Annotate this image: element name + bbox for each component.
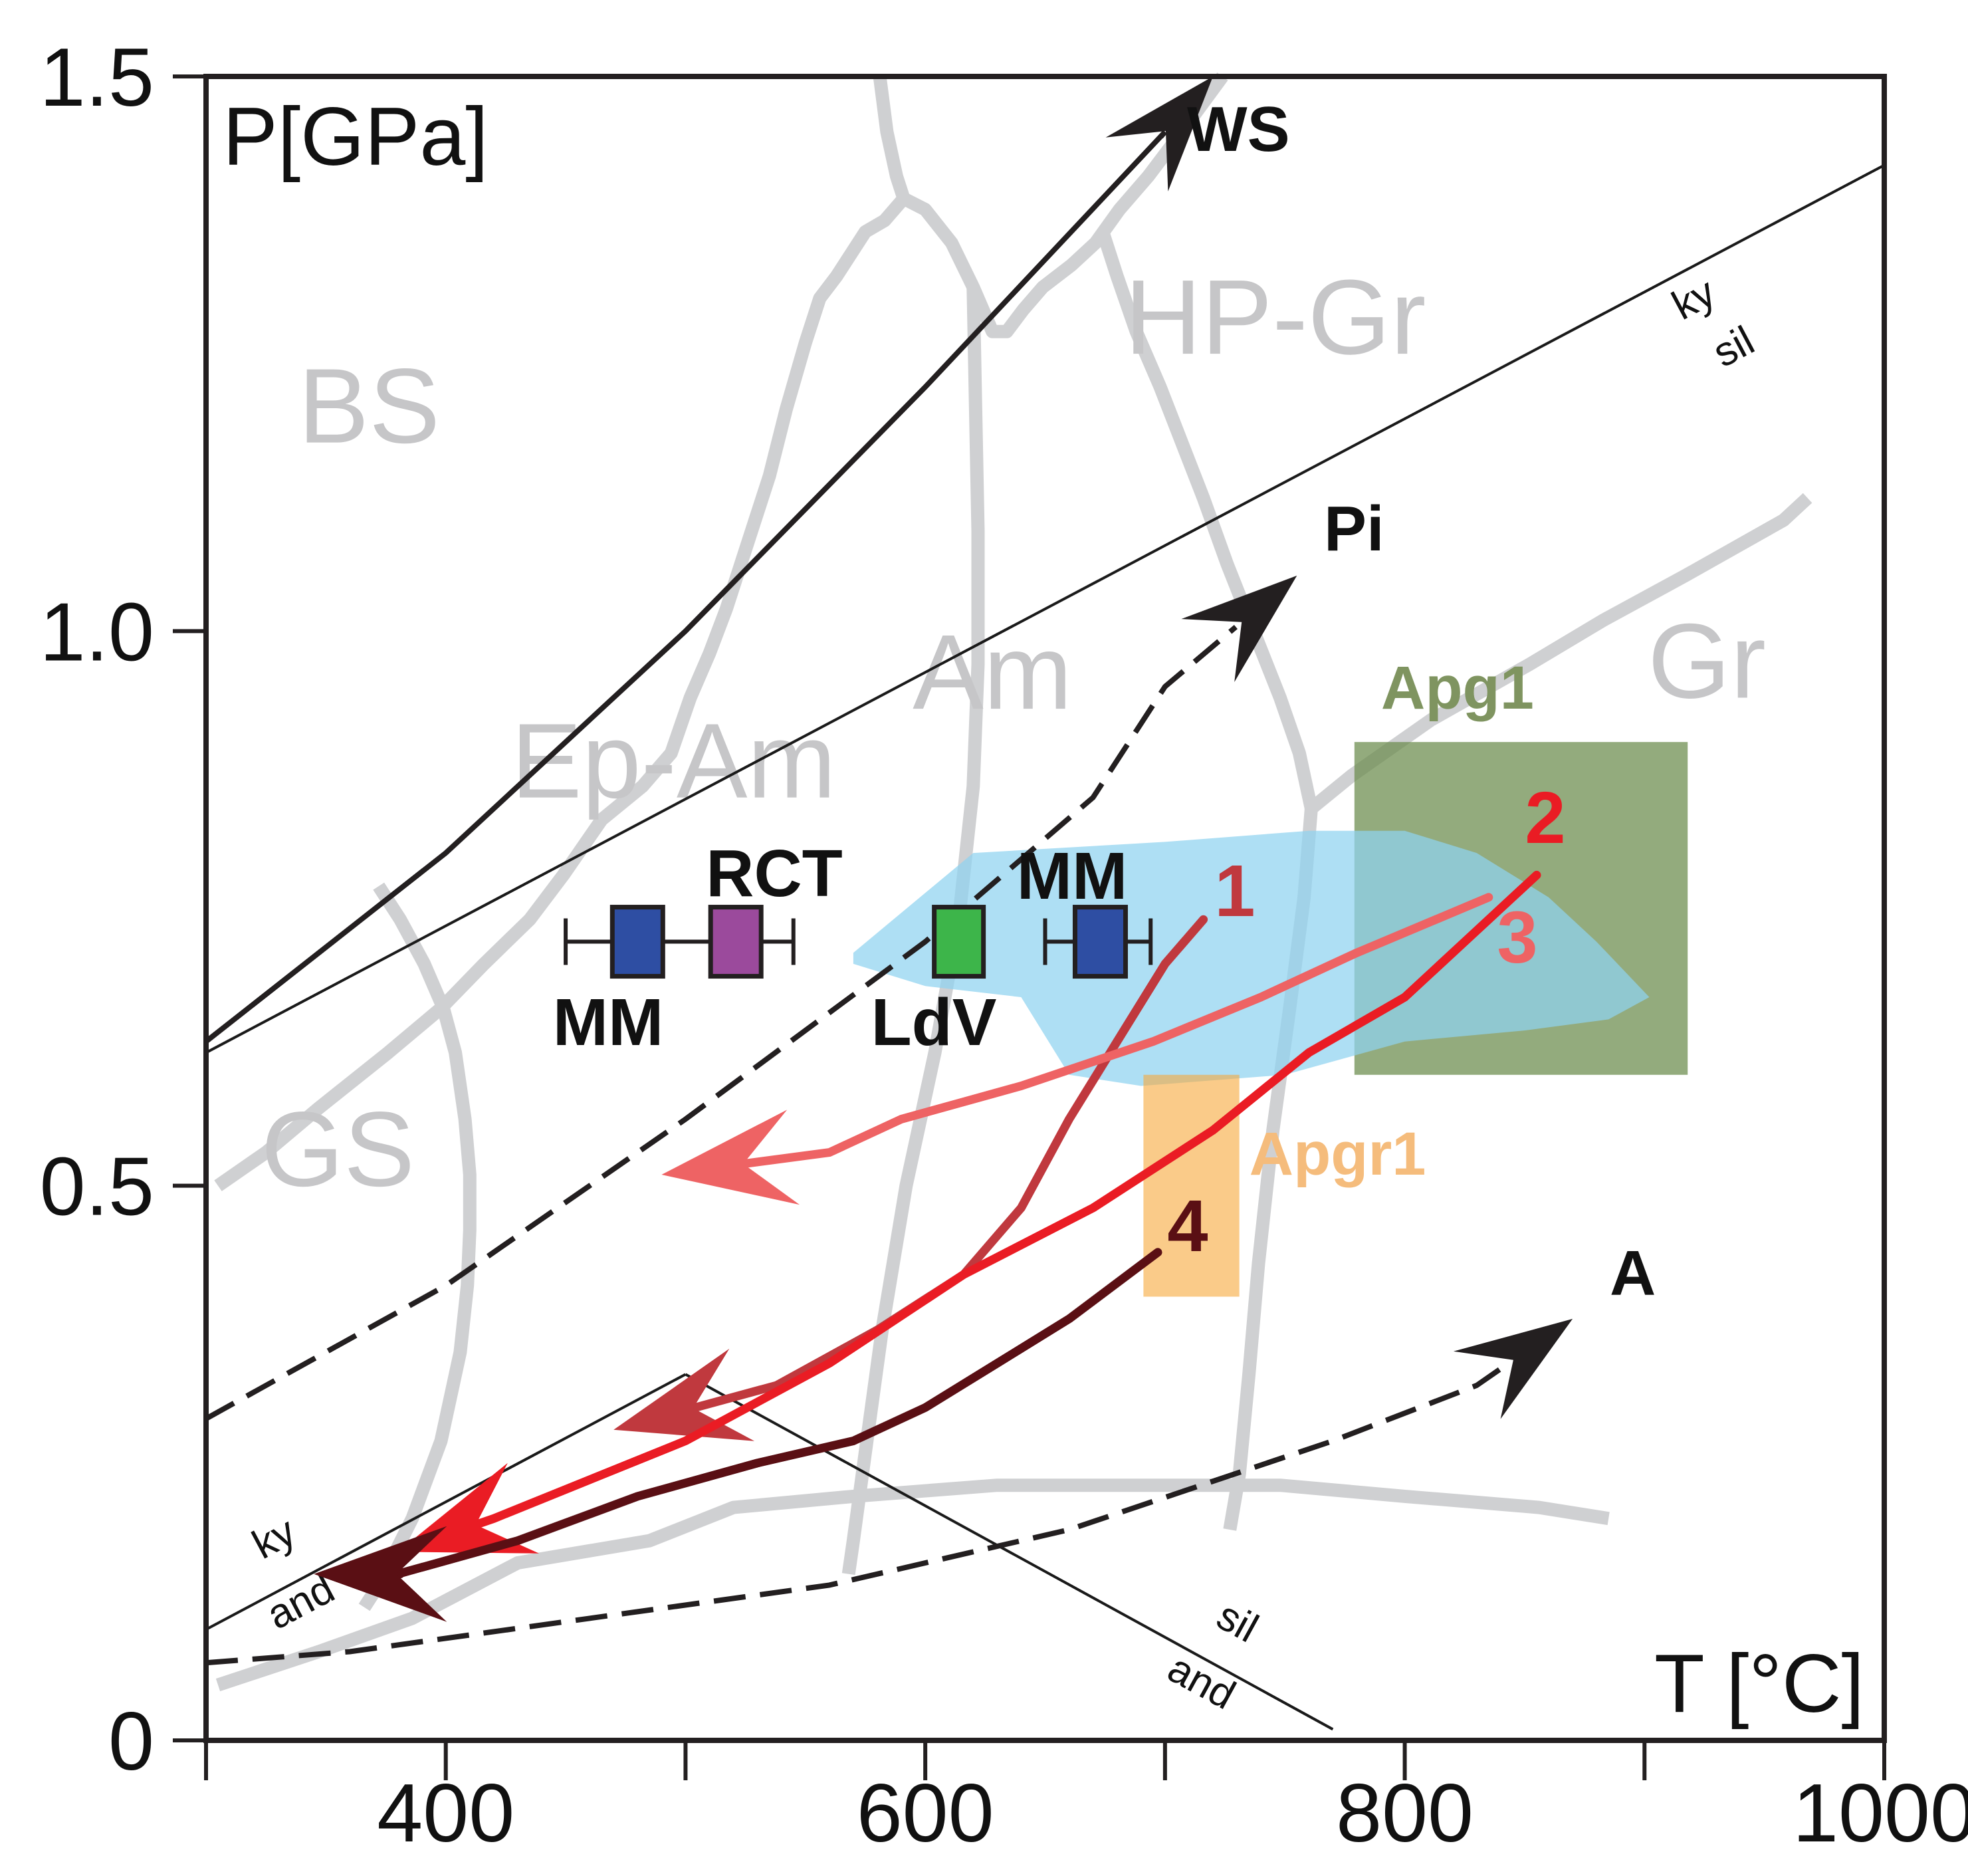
pt-path-1-line <box>693 915 1208 1412</box>
pt-path-4-line <box>393 1248 1162 1579</box>
geotherm-label-pi: Pi <box>1324 493 1384 564</box>
x-tick-label-400: 400 <box>377 1768 514 1859</box>
point-mm-4 <box>1072 905 1128 979</box>
geotherm-ws-line <box>204 130 1167 1044</box>
pt-path-label-2: 2 <box>1525 777 1565 859</box>
plot-frame <box>203 74 1887 1743</box>
facies-label-gs: GS <box>261 1090 415 1209</box>
region-label-apgr1: Apgr1 <box>1250 1120 1426 1188</box>
geotherm-pi-arrowhead <box>1181 575 1297 682</box>
pt-path-2-arrowhead <box>397 1463 540 1554</box>
point-label-rct-2: RCT <box>706 836 843 911</box>
pt-path-2-line <box>475 870 1541 1528</box>
pt-path-1-arrowhead <box>613 1348 755 1441</box>
geotherm-pi-line <box>205 625 1238 1421</box>
alsi-line-3 <box>685 1373 1334 1731</box>
facies-boundary-1 <box>214 75 911 1191</box>
path-layer: 1 2 3 4 <box>314 777 1566 1622</box>
point-label-mm-1: MM <box>553 985 664 1060</box>
facies-boundary-4 <box>1096 229 1318 810</box>
x-tick-label-600: 600 <box>857 1768 994 1859</box>
point-rct-2 <box>708 905 764 979</box>
geotherm-label-ws: WS <box>1187 94 1290 165</box>
facies-boundary-2 <box>358 882 477 1611</box>
facies-label-bs: BS <box>298 346 440 465</box>
alsi-label-and-right: and <box>1160 1645 1243 1718</box>
x-tick-label-800: 800 <box>1336 1768 1474 1859</box>
alsi-label-ky-bottom: ky <box>245 1508 303 1568</box>
facies-label-layer: BS HP-Gr Am Gr Ep-Am GS <box>261 257 1766 1209</box>
alsi-label-sil-top: sil <box>1705 318 1761 376</box>
point-label-ldv-3: LdV <box>871 985 997 1060</box>
facies-boundary-8 <box>215 1478 1610 1692</box>
pt-path-3-line <box>742 893 1493 1168</box>
point-label-mm-4: MM <box>1017 839 1128 913</box>
region-layer: Apg1 Apgr1 <box>853 654 1688 1297</box>
geotherm-ws-arrowhead <box>1105 76 1213 191</box>
pt-path-3-arrowhead <box>661 1110 800 1205</box>
alsi-label-sil-bottom: sil <box>1210 1593 1266 1652</box>
y-tick-label-0.5: 0.5 <box>40 1141 154 1233</box>
geotherm-a-arrowhead <box>1453 1318 1573 1419</box>
point-ldv-3 <box>932 905 986 979</box>
geotherm-a-line <box>205 1362 1509 1666</box>
geotherm-layer: WS Pi A <box>204 76 1656 1666</box>
point-layer: MM RCT LdV MM <box>553 836 1153 1060</box>
pt-path-label-1: 1 <box>1214 850 1255 932</box>
alsi-line-1 <box>205 1373 687 1631</box>
facies-label-gr: Gr <box>1648 601 1766 720</box>
facies-label-ep-am: Ep-Am <box>511 701 836 820</box>
facies-boundary-3 <box>901 72 1228 338</box>
y-tick-label-1.0: 1.0 <box>40 586 154 678</box>
pt-path-label-3: 3 <box>1497 897 1537 979</box>
x-tick-label-1000: 1000 <box>1793 1768 1968 1859</box>
point-mm-1 <box>609 905 665 979</box>
facies-label-am: Am <box>913 612 1072 731</box>
region-apgr1 <box>1143 1074 1240 1297</box>
x-axis-title: T [°C] <box>1654 1638 1864 1730</box>
region-blue-field <box>853 830 1650 1086</box>
geotherm-label-a: A <box>1610 1238 1656 1309</box>
alsi-line-2 <box>205 164 1885 1054</box>
region-label-apg1: Apg1 <box>1381 654 1534 722</box>
pt-path-label-4: 4 <box>1167 1185 1208 1267</box>
y-tick-label-0: 0 <box>108 1696 154 1788</box>
facies-label-hp-gr: HP-Gr <box>1125 257 1426 376</box>
axes-layer: 0 0.5 1.0 1.5 400 600 800 1000 P[GPa] T [°C] <box>40 32 1968 1859</box>
y-axis-title: P[GPa] <box>223 91 489 183</box>
pt-path-4-arrowhead <box>314 1526 447 1622</box>
y-tick-label-1.5: 1.5 <box>40 32 154 124</box>
